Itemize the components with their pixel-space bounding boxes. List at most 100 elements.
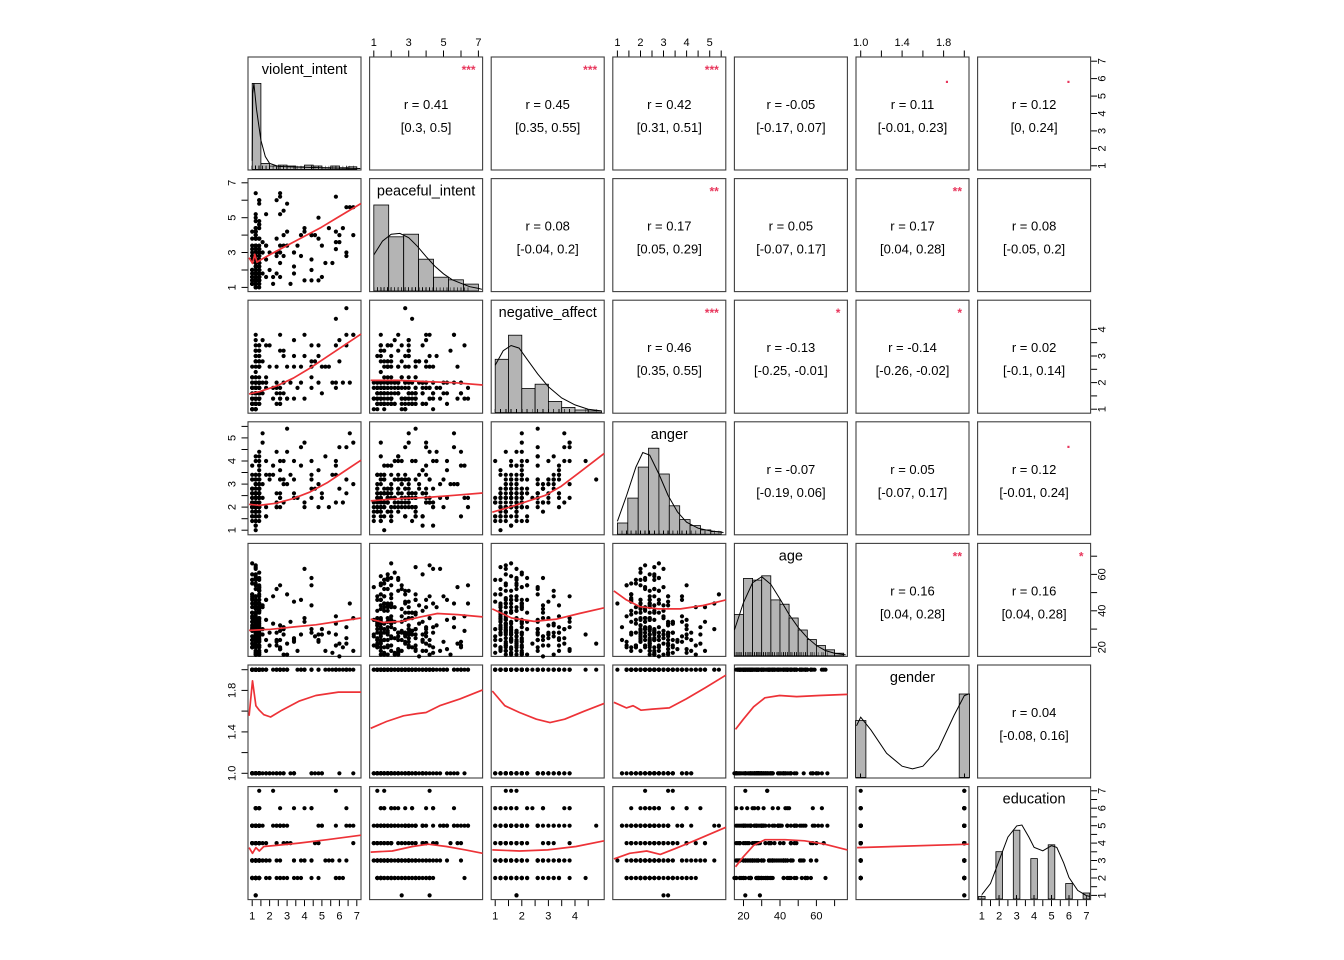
variable-title-negative_affect: negative_affect	[499, 305, 597, 321]
scatter-panel-education-vs-age: 20 40 60	[732, 786, 848, 923]
scatter-panel-age-vs-anger	[612, 542, 727, 659]
correlation-panel-negative_affect-age: * r = -0.13 [-0.25, -0.01]	[733, 299, 848, 414]
correlation-panel-anger-education: . r = 0.12 [-0.01, 0.24]	[977, 421, 1092, 536]
confidence-interval: [0, 0.24]	[1011, 120, 1058, 135]
variable-title-anger: anger	[651, 427, 688, 443]
confidence-interval: [-0.01, 0.23]	[878, 120, 947, 135]
significance-stars: **	[953, 185, 963, 199]
svg-text:1: 1	[1097, 163, 1109, 169]
loess-line	[857, 843, 970, 849]
loess-line	[491, 690, 605, 724]
svg-text:60: 60	[1097, 568, 1109, 580]
correlation-panel-violent_intent-peaceful_intent: *** r = 0.41 [0.3, 0.5] 1 3 5 7	[369, 37, 484, 171]
correlation-panel-violent_intent-gender: . r = 0.11 [-0.01, 0.23] 1.0 1.4 1.8	[853, 37, 970, 171]
svg-text:7: 7	[227, 180, 239, 186]
correlation-panel-violent_intent-negative_affect: *** r = 0.45 [0.35, 0.55]	[490, 56, 605, 171]
loess-line	[370, 492, 483, 502]
scatter-panel-gender-vs-violent_intent: 1.0 1.4 1.8	[227, 664, 362, 781]
significance-stars: *	[1079, 549, 1084, 563]
loess-line	[248, 834, 362, 855]
confidence-interval: [0.3, 0.5]	[401, 120, 452, 135]
correlation-value: r = 0.05	[890, 462, 934, 477]
correlation-panel-negative_affect-education: r = 0.02 [-0.1, 0.14] 1 2 3 4	[977, 299, 1109, 414]
loess-line	[492, 452, 605, 514]
significance-stars: ***	[462, 63, 476, 77]
correlation-panel-peaceful_intent-education: r = 0.08 [-0.05, 0.2]	[977, 178, 1092, 293]
diagonal-panel-gender: gender	[855, 664, 970, 779]
correlation-value: r = 0.05	[769, 219, 813, 234]
loess-line	[613, 590, 727, 610]
scatter-panel-anger-vs-peaceful_intent	[369, 421, 484, 536]
correlation-value: r = 0.17	[647, 219, 691, 234]
confidence-interval: [-0.25, -0.01]	[754, 363, 828, 378]
loess-line	[248, 679, 361, 718]
correlation-value: r = 0.46	[647, 340, 691, 355]
diagonal-panel-age: age	[733, 542, 848, 657]
svg-text:6: 6	[1097, 76, 1109, 82]
significance-stars: *	[836, 306, 841, 320]
correlation-value: r = 0.42	[647, 97, 691, 112]
correlation-panel-peaceful_intent-anger: ** r = 0.17 [0.05, 0.29]	[612, 178, 727, 293]
correlation-value: r = -0.13	[767, 340, 816, 355]
correlation-value: r = 0.45	[525, 97, 569, 112]
variable-title-violent_intent: violent_intent	[262, 62, 347, 78]
scatter-panel-education-vs-peaceful_intent	[369, 786, 484, 901]
svg-text:1.4: 1.4	[227, 724, 239, 739]
svg-text:5: 5	[440, 37, 446, 49]
confidence-interval: [-0.07, 0.17]	[878, 485, 947, 500]
confidence-interval: [0.35, 0.55]	[637, 363, 702, 378]
confidence-interval: [-0.19, 0.06]	[756, 485, 825, 500]
correlation-panel-violent_intent-age: r = -0.05 [-0.17, 0.07]	[733, 56, 848, 171]
svg-text:1.4: 1.4	[894, 37, 909, 49]
correlation-value: r = -0.07	[767, 462, 816, 477]
correlation-value: r = 0.04	[1012, 705, 1056, 720]
loess-line	[248, 333, 362, 395]
svg-text:1: 1	[227, 284, 239, 290]
correlation-value: r = 0.12	[1012, 462, 1056, 477]
loess-line	[249, 617, 362, 632]
diagonal-panel-violent_intent: violent_intent	[247, 56, 362, 171]
correlation-value: r = 0.08	[1012, 219, 1056, 234]
correlation-value: r = 0.12	[1012, 97, 1056, 112]
correlation-value: r = -0.14	[888, 340, 937, 355]
svg-text:1.8: 1.8	[936, 37, 951, 49]
scatter-panel-peaceful_intent-vs-violent_intent: 1 3 5 7	[227, 178, 362, 293]
correlation-panel-anger-gender: r = 0.05 [-0.07, 0.17]	[855, 421, 970, 536]
svg-text:4: 4	[1097, 326, 1109, 332]
svg-text:1: 1	[227, 527, 239, 533]
variable-title-education: education	[1003, 792, 1066, 808]
svg-text:4: 4	[1097, 110, 1109, 116]
scatter-panel-gender-vs-age	[732, 664, 848, 779]
correlation-panel-negative_affect-anger: *** r = 0.46 [0.35, 0.55]	[612, 299, 727, 414]
confidence-interval: [-0.26, -0.02]	[876, 363, 950, 378]
loess-line	[249, 459, 362, 507]
svg-text:2: 2	[227, 504, 239, 510]
svg-text:1: 1	[371, 37, 377, 49]
significance-marker: .	[945, 70, 949, 87]
confidence-interval: [-0.07, 0.17]	[756, 242, 825, 257]
correlation-value: r = 0.11	[891, 97, 934, 112]
correlation-panel-negative_affect-gender: * r = -0.14 [-0.26, -0.02]	[855, 299, 970, 414]
correlation-panel-peaceful_intent-gender: ** r = 0.17 [0.04, 0.28]	[855, 178, 970, 293]
loess-line	[248, 202, 362, 265]
confidence-interval: [0.04, 0.28]	[880, 606, 945, 621]
confidence-interval: [-0.04, 0.2]	[517, 242, 579, 257]
significance-stars: ***	[705, 63, 719, 77]
confidence-interval: [0.05, 0.29]	[637, 242, 702, 257]
correlation-value: r = 0.16	[890, 583, 934, 598]
loess-line	[492, 839, 605, 852]
correlation-value: r = 0.17	[890, 219, 934, 234]
correlation-panel-age-education: * r = 0.16 [0.04, 0.28] 20 40 60	[977, 542, 1109, 657]
diagonal-panel-negative_affect: negative_affect	[490, 299, 605, 414]
svg-text:2: 2	[1097, 145, 1109, 151]
significance-stars: *	[957, 306, 962, 320]
confidence-interval: [0.04, 0.28]	[880, 242, 945, 257]
confidence-interval: [0.04, 0.28]	[1002, 606, 1067, 621]
correlation-panel-peaceful_intent-age: r = 0.05 [-0.07, 0.17]	[733, 178, 848, 293]
svg-text:5: 5	[1097, 93, 1109, 99]
confidence-interval: [-0.05, 0.2]	[1003, 242, 1065, 257]
scatter-panel-age-vs-violent_intent	[247, 542, 362, 659]
correlation-panel-peaceful_intent-negative_affect: r = 0.08 [-0.04, 0.2]	[490, 178, 605, 293]
svg-text:3: 3	[1097, 128, 1109, 134]
